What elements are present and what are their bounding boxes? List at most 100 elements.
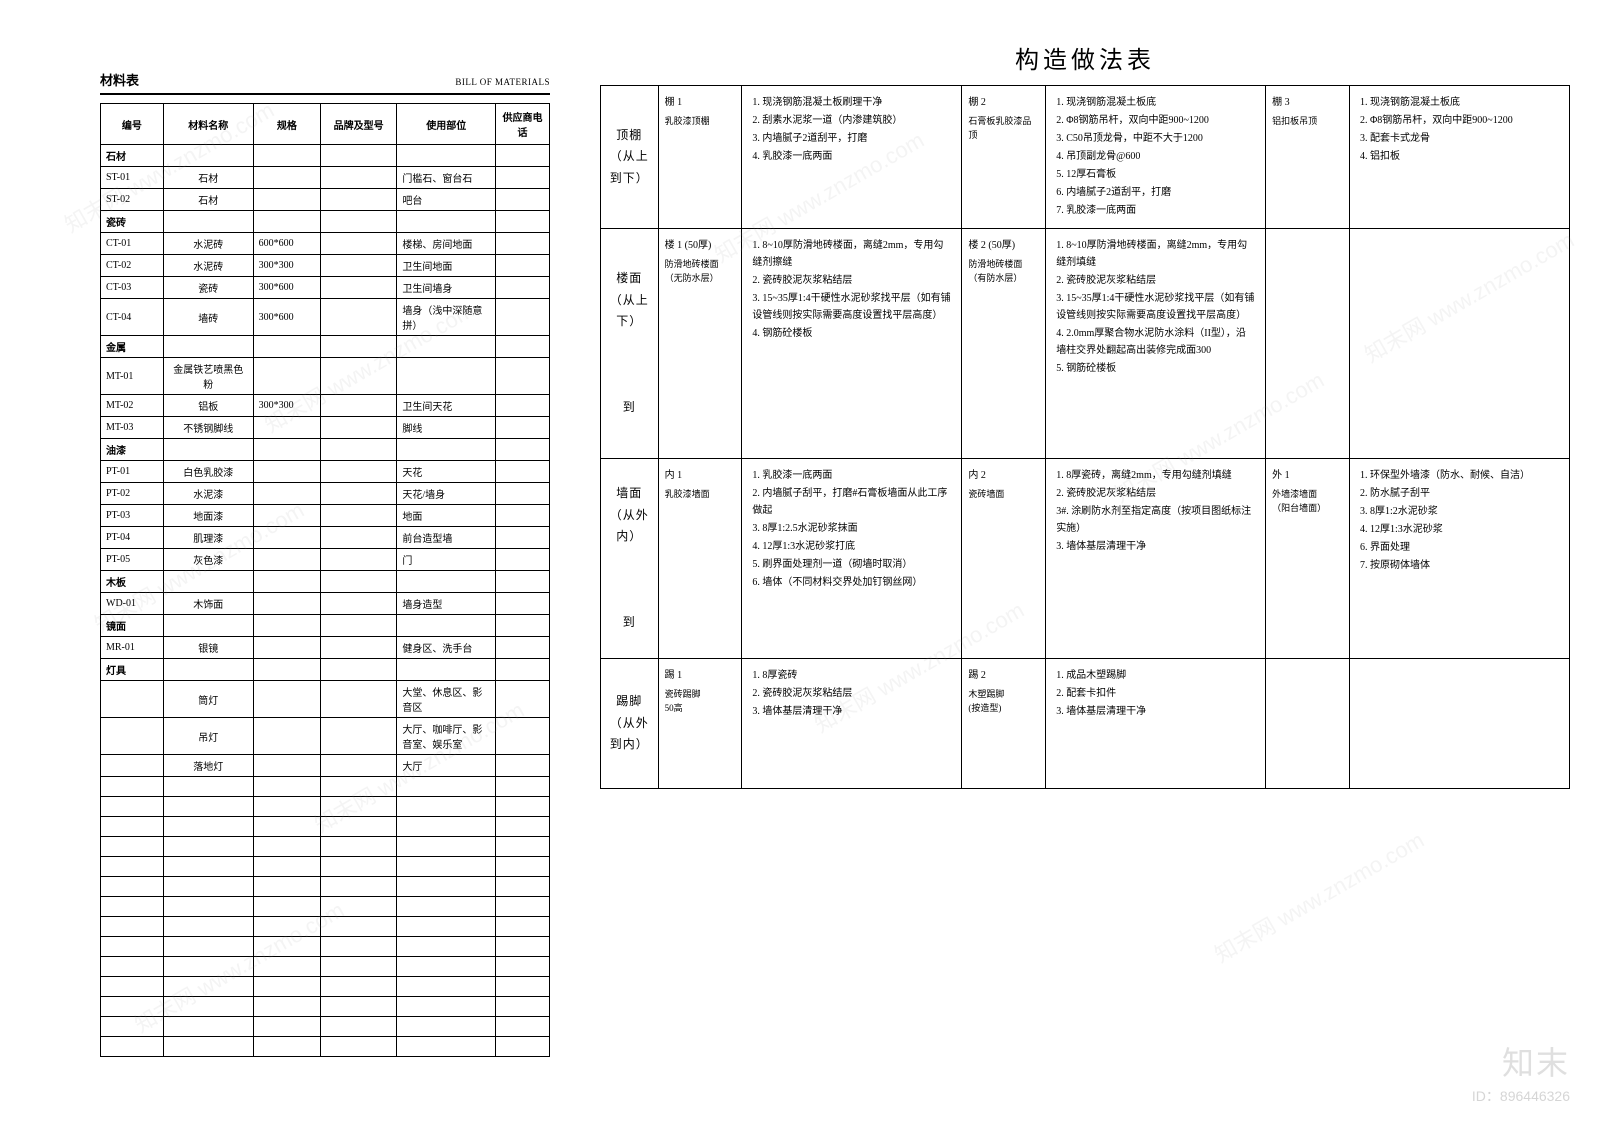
materials-tbody: 石材ST-01石材门槛石、窗台石ST-02石材吧台瓷砖CT-01水泥砖600*6… [101,145,550,1057]
table-cell [321,777,397,797]
table-cell: 水泥砖 [163,255,253,277]
variant-label: 外 1外墙漆墙面 （阳台墙面） [1266,459,1350,659]
steps-list: 1. 现浇钢筋混凝土板底2. Φ8钢筋吊杆，双向中距900~12003. C50… [1056,94,1255,219]
table-cell [496,937,550,957]
table-cell [101,755,164,777]
table-cell: 前台造型墙 [397,527,496,549]
variant-title: 内 1 [665,467,736,485]
step-item: 2. 配套卡扣件 [1056,685,1255,702]
construction-row: 墙面 （从外 内） 到内 1乳胶漆墙面1. 乳胶漆一底两面2. 内墙腻子刮平，打… [601,459,1570,659]
table-cell [163,957,253,977]
table-cell [321,917,397,937]
table-cell [253,659,320,681]
variant-sub: 防滑地砖楼面 （无防水层） [665,258,736,285]
table-cell [397,1037,496,1057]
step-item: 4. 乳胶漆一底两面 [752,148,951,165]
steps-list: 1. 环保型外墙漆（防水、耐候、自洁）2. 防水腻子刮平3. 8厚1:2水泥砂浆… [1360,467,1559,574]
steps-list: 1. 8厚瓷砖2. 瓷砖胶泥灰浆粘结层3. 墙体基层清理干净 [752,667,951,720]
table-cell [321,977,397,997]
step-item: 4. 吊顶副龙骨@600 [1056,148,1255,165]
table-cell [253,897,320,917]
step-item: 3. 配套卡式龙骨 [1360,130,1559,147]
table-row: 落地灯大厅 [101,755,550,777]
table-cell [253,718,320,755]
step-item: 3. 15~35厚1:4干硬性水泥砂浆找平层（如有铺设管线则按实际需要高度设置找… [1056,290,1255,324]
table-cell [496,189,550,211]
table-cell [163,837,253,857]
table-cell [321,145,397,167]
table-cell [163,857,253,877]
table-cell: 卫生间天花 [397,395,496,417]
table-cell: 灰色漆 [163,549,253,571]
table-cell [101,817,164,837]
table-cell [496,777,550,797]
steps-cell: 1. 现浇钢筋混凝土板底2. Φ8钢筋吊杆，双向中距900~12003. C50… [1046,86,1266,229]
step-item: 1. 8厚瓷砖，离缝2mm，专用勾缝剂填缝 [1056,467,1255,484]
table-cell [496,395,550,417]
table-cell [496,957,550,977]
table-cell: 石材 [163,189,253,211]
table-cell: 瓷砖 [163,277,253,299]
table-cell [101,917,164,937]
table-row [101,1017,550,1037]
table-row: 灯具 [101,659,550,681]
table-row [101,997,550,1017]
table-cell [101,897,164,917]
step-item: 2. 瓷砖胶泥灰浆粘结层 [752,272,951,289]
table-cell: 墙身（浅中深随意拼） [397,299,496,336]
variant-title: 棚 1 [665,94,736,112]
step-item: 4. 钢筋砼楼板 [752,325,951,342]
step-item: 4. 2.0mm厚聚合物水泥防水涂料（II型），沿墙柱交界处翻起高出装修完成面3… [1056,325,1255,359]
table-cell [321,877,397,897]
table-row: MR-01银镜健身区、洗手台 [101,637,550,659]
table-row: PT-03地面漆地面 [101,505,550,527]
table-cell: CT-04 [101,299,164,336]
table-cell: 墙身造型 [397,593,496,615]
table-cell [496,997,550,1017]
col-header-spec: 规格 [253,104,320,145]
steps-cell [1349,229,1569,459]
table-row: 金属 [101,336,550,358]
table-cell [496,233,550,255]
table-cell: 脚线 [397,417,496,439]
steps-list: 1. 成品木塑踢脚2. 配套卡扣件3. 墙体基层清理干净 [1056,667,1255,720]
table-cell [253,681,320,718]
materials-title: 材料表 [100,70,139,89]
table-cell [496,299,550,336]
variant-title: 楼 1 (50厚) [665,237,736,255]
table-cell [397,997,496,1017]
table-cell [496,877,550,897]
table-cell: 银镜 [163,637,253,659]
watermark-brand: 知末 [1472,1038,1570,1084]
materials-panel: 材料表 BILL OF MATERIALS 编号 材料名称 规格 品牌及型号 使… [0,0,580,1131]
table-cell [397,777,496,797]
table-cell [397,211,496,233]
table-row: 镜面 [101,615,550,637]
table-cell: 金属 [101,336,164,358]
table-cell [253,957,320,977]
table-cell [163,1017,253,1037]
table-row [101,937,550,957]
table-cell: 300*300 [253,395,320,417]
step-item: 2. 瓷砖胶泥灰浆粘结层 [752,685,951,702]
variant-sub: 瓷砖踢脚 50高 [665,688,736,715]
variant-title: 棚 2 [968,94,1039,112]
table-cell [397,571,496,593]
steps-cell: 1. 乳胶漆一底两面2. 内墙腻子刮平，打磨#石膏板墙面从此工序做起3. 8厚1… [742,459,962,659]
table-cell [496,977,550,997]
table-cell [163,211,253,233]
table-cell [496,505,550,527]
table-cell: 300*600 [253,277,320,299]
steps-list: 1. 8~10厚防滑地砖楼面，离缝2mm，专用勾缝剂填缝2. 瓷砖胶泥灰浆粘结层… [1056,237,1255,377]
table-cell: PT-04 [101,527,164,549]
table-cell [163,615,253,637]
table-cell [101,1037,164,1057]
variant-label: 棚 2石膏板乳胶漆品顶 [962,86,1046,229]
table-row [101,777,550,797]
table-cell [101,681,164,718]
table-cell [496,417,550,439]
variant-title: 踢 2 [968,667,1039,685]
col-header-code: 编号 [101,104,164,145]
table-cell [397,439,496,461]
table-cell [321,897,397,917]
